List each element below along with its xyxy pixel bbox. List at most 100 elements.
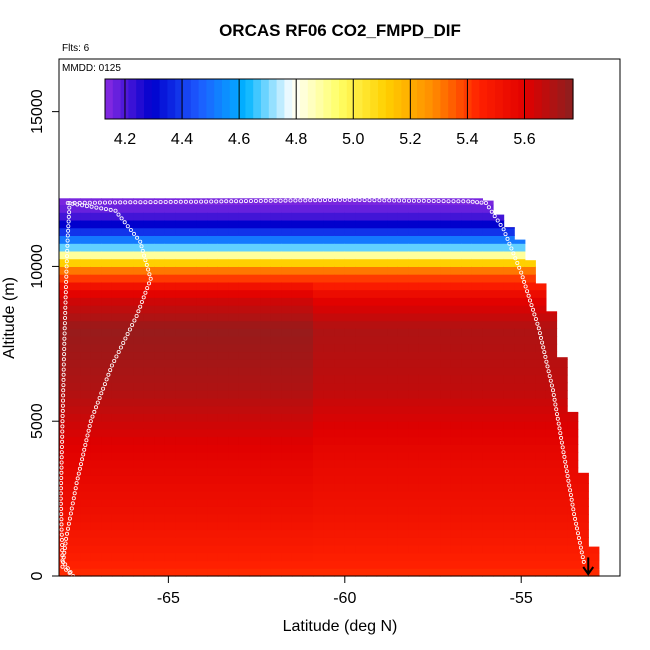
heatmap-cell	[186, 235, 198, 244]
heatmap-cell	[514, 498, 526, 507]
colorbar-swatch	[245, 79, 254, 119]
heatmap-cell	[80, 390, 92, 399]
heatmap-cell	[281, 367, 293, 376]
flight-track-point	[531, 307, 536, 312]
heatmap-cell	[164, 297, 176, 306]
heatmap-cell	[80, 490, 92, 500]
heatmap-cell	[122, 374, 134, 384]
heatmap-cell	[164, 367, 176, 376]
heatmap-cell	[524, 475, 536, 484]
heatmap-cell	[101, 367, 113, 376]
heatmap-cell	[408, 351, 420, 360]
heatmap-cell	[503, 274, 515, 283]
heatmap-cell	[482, 289, 494, 298]
heatmap-cell	[535, 351, 547, 360]
heatmap-cell	[545, 537, 558, 546]
heatmap-cell	[186, 545, 198, 554]
heatmap-cell	[556, 506, 568, 515]
heatmap-cell	[334, 545, 346, 554]
heatmap-cell	[440, 258, 452, 267]
heatmap-cell	[471, 367, 483, 376]
heatmap-cell	[471, 258, 483, 267]
heatmap-cell	[397, 258, 409, 267]
heatmap-cell	[418, 367, 431, 376]
heatmap-cell	[408, 459, 420, 469]
heatmap-cell	[471, 514, 483, 523]
heatmap-cell	[323, 506, 335, 515]
heatmap-cell	[556, 398, 568, 407]
heatmap-cell	[302, 428, 314, 438]
heatmap-cell	[291, 421, 304, 430]
heatmap-cell	[344, 398, 356, 407]
heatmap-cell	[291, 198, 304, 206]
heatmap-cell	[313, 444, 325, 453]
heatmap-cell	[471, 413, 483, 422]
heatmap-cell	[101, 467, 113, 476]
heatmap-cell	[418, 521, 431, 531]
flight-track-point	[65, 243, 70, 248]
heatmap-cell	[313, 405, 325, 414]
heatmap-cell	[482, 560, 494, 569]
heatmap-cell	[175, 537, 187, 546]
heatmap-cell	[270, 274, 282, 283]
heatmap-cell	[143, 343, 155, 353]
heatmap-cell	[249, 336, 261, 345]
heatmap-cell	[323, 220, 335, 229]
flight-track-point	[451, 199, 456, 204]
heatmap-cell	[355, 413, 367, 422]
heatmap-cell	[577, 521, 589, 531]
heatmap-cell	[69, 568, 81, 577]
heatmap-cell	[545, 467, 558, 476]
heatmap-cell	[461, 250, 473, 260]
heatmap-cell	[154, 204, 166, 213]
heatmap-cell	[450, 560, 462, 569]
heatmap-cell	[238, 258, 251, 267]
heatmap-cell	[217, 475, 229, 484]
heatmap-cell	[461, 312, 473, 322]
flight-track-point	[576, 536, 581, 541]
heatmap-cell	[450, 204, 462, 213]
heatmap-cell	[545, 452, 558, 461]
heatmap-cell	[238, 220, 251, 229]
heatmap-cell	[270, 552, 282, 562]
heatmap-cell	[133, 336, 145, 345]
heatmap-cell	[228, 428, 240, 438]
heatmap-cell	[101, 220, 113, 229]
heatmap-cell	[387, 297, 399, 306]
flight-track-point	[61, 393, 66, 398]
heatmap-cell	[461, 305, 473, 314]
heatmap-cell	[175, 436, 187, 445]
heatmap-cell	[154, 506, 166, 515]
heatmap-cell	[429, 281, 441, 291]
heatmap-cell	[493, 405, 505, 414]
flight-track-point	[143, 290, 148, 295]
heatmap-cell	[59, 398, 71, 407]
heatmap-cell	[493, 250, 505, 260]
heatmap-cell	[418, 336, 431, 345]
heatmap-cell	[313, 258, 325, 267]
colorbar-swatch	[565, 79, 574, 119]
heatmap-cell	[313, 289, 325, 298]
heatmap-cell	[122, 359, 134, 368]
heatmap-cell	[535, 312, 547, 322]
heatmap-cell	[281, 359, 293, 368]
heatmap-cell	[143, 545, 155, 554]
heatmap-cell	[450, 343, 462, 353]
heatmap-cell	[471, 336, 483, 345]
heatmap-cell	[366, 367, 378, 376]
heatmap-cell	[524, 343, 536, 353]
heatmap-cell	[323, 545, 335, 554]
flight-track-point	[85, 433, 90, 438]
heatmap-cell	[429, 374, 441, 384]
heatmap-cell	[59, 243, 71, 252]
heatmap-cell	[577, 483, 589, 492]
heatmap-cell	[366, 289, 378, 298]
heatmap-cell	[196, 258, 208, 267]
heatmap-cell	[59, 560, 71, 569]
heatmap-cell	[376, 336, 388, 345]
heatmap-cell	[154, 235, 166, 244]
heatmap-cell	[408, 220, 420, 229]
heatmap-cell	[196, 498, 208, 507]
heatmap-cell	[122, 250, 134, 260]
flight-track-point	[258, 198, 263, 203]
